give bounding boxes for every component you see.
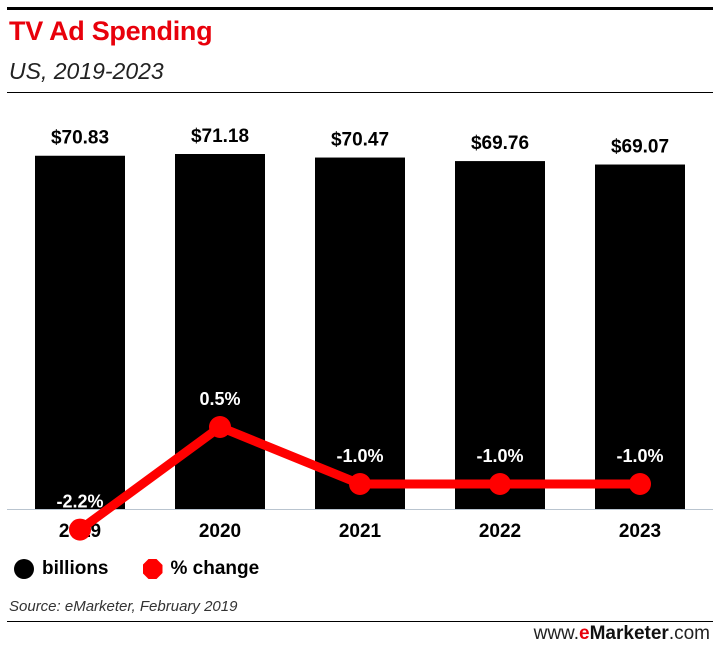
- change-label-2022: -1.0%: [476, 446, 523, 466]
- brand-suffix: .com: [668, 623, 710, 644]
- brand-link[interactable]: www.eMarketer.com: [534, 623, 710, 645]
- header-divider: [7, 92, 713, 93]
- change-point-2020: [209, 416, 231, 438]
- bar-2020: [175, 154, 265, 509]
- change-label-2020: 0.5%: [199, 389, 240, 409]
- legend-item-change: % change: [142, 558, 260, 580]
- legend-swatch-billions: [14, 559, 34, 579]
- bar-2021: [315, 157, 405, 509]
- change-point-2022: [489, 473, 511, 495]
- bar-value-label-2021: $70.47: [331, 130, 389, 151]
- legend-item-billions: billions: [14, 558, 109, 580]
- x-tick-label-2022: 2022: [479, 521, 521, 542]
- bar-value-label-2022: $69.76: [471, 133, 529, 154]
- legend-label-change: % change: [170, 558, 260, 579]
- legend-label-billions: billions: [42, 558, 109, 579]
- bar-value-label-2019: $70.83: [51, 128, 109, 149]
- change-label-2019: -2.2%: [56, 492, 103, 512]
- legend-swatch-change: [142, 559, 163, 579]
- brand-prefix: www.: [533, 623, 580, 644]
- bar-value-label-2023: $69.07: [611, 137, 669, 158]
- footer-divider: [7, 621, 713, 622]
- change-label-2023: -1.0%: [616, 446, 663, 466]
- x-tick-label-2020: 2020: [199, 521, 241, 542]
- chart-subtitle: US, 2019-2023: [9, 58, 164, 84]
- chart-title: TV Ad Spending: [9, 16, 213, 46]
- bar-2019: [35, 155, 125, 509]
- chart-area: $70.832019$71.182020$70.472021$69.762022…: [7, 126, 713, 542]
- bar-2022: [455, 161, 545, 510]
- brand-name: Marketer: [589, 623, 669, 644]
- x-tick-label-2023: 2023: [619, 521, 661, 542]
- change-label-2021: -1.0%: [336, 446, 383, 466]
- change-point-2023: [629, 473, 651, 495]
- change-point-2019: [69, 518, 91, 541]
- brand-e: e: [579, 623, 590, 644]
- change-point-2021: [349, 473, 371, 495]
- legend: billions % change: [14, 558, 293, 580]
- bar-value-label-2020: $71.18: [191, 126, 249, 147]
- top-rule: [7, 7, 713, 10]
- source-note: Source: eMarketer, February 2019: [9, 598, 238, 615]
- x-tick-label-2021: 2021: [339, 521, 382, 542]
- bar-2023: [595, 164, 685, 509]
